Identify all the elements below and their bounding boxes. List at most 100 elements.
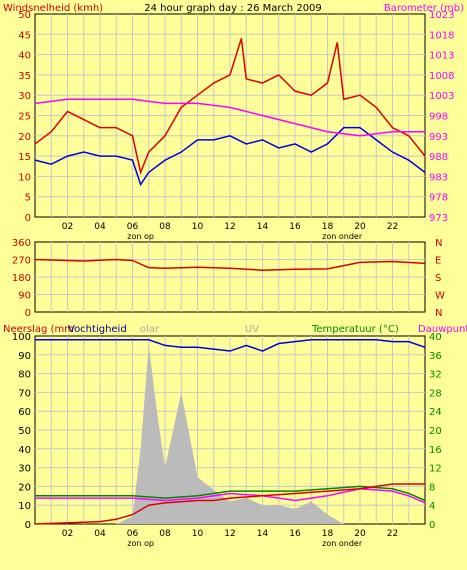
wind-y-tick-9: 45 (18, 30, 31, 41)
wind-y-tick-6: 30 (18, 91, 31, 102)
hum-xtick-4: 10 (192, 529, 204, 539)
wind-y-tick-3: 15 (18, 152, 31, 163)
dir-compass-tick-1: W (435, 291, 445, 302)
temp-y-tick-9: 36 (429, 351, 442, 362)
hum-y-tick-3: 30 (18, 464, 31, 475)
hum-xtick-1: 04 (94, 529, 106, 539)
hum-y-tick-5: 50 (18, 426, 31, 437)
dewpoint-axis-label: Dauwpunt (418, 324, 467, 335)
hum-xtick-5: 12 (224, 529, 235, 539)
wind-xtick-10: 22 (387, 222, 398, 232)
wind-xtick-5: 12 (224, 222, 235, 232)
temp-y-tick-6: 24 (429, 407, 442, 418)
sunset-label: zon onder (322, 232, 363, 241)
temp-y-tick-7: 28 (429, 388, 442, 399)
wind-xtick-6: 14 (257, 222, 269, 232)
hum-y-tick-0: 0 (25, 520, 31, 531)
temperature-axis-label: Temperatuur (°C) (311, 324, 399, 335)
baro-y-tick-4: 993 (429, 132, 448, 143)
dir-y-tick-4: 360 (12, 238, 31, 249)
hum-y-tick-2: 20 (18, 482, 31, 493)
wind-axis-label: Windsnelheid (kmh) (3, 3, 103, 14)
temp-y-tick-4: 16 (429, 445, 442, 456)
hum-xtick-8: 18 (322, 529, 334, 539)
humidity-axis-label: Vochtigheid (68, 324, 127, 335)
dir-compass-tick-0: N (435, 308, 442, 319)
hum-xtick-6: 14 (257, 529, 269, 539)
hum-y-tick-9: 90 (18, 351, 31, 362)
hum-xtick-9: 20 (354, 529, 366, 539)
hum-y-tick-7: 70 (18, 388, 31, 399)
temperature-line (35, 485, 426, 502)
rain-axis-label: Neerslag (mm (3, 324, 74, 335)
dir-y-tick-3: 270 (12, 256, 31, 267)
wind-xtick-1: 04 (94, 222, 106, 232)
wind-xtick-2: 06 (127, 222, 139, 232)
hum-y-tick-1: 10 (18, 501, 31, 512)
sunrise-label: zon op (127, 232, 154, 241)
wind-y-tick-8: 40 (18, 51, 31, 62)
temp-y-tick-0: 0 (429, 520, 435, 531)
baro-y-tick-5: 998 (429, 112, 448, 123)
wind-xtick-7: 16 (289, 222, 301, 232)
temp-y-tick-2: 8 (429, 482, 435, 493)
wind-xtick-8: 18 (322, 222, 334, 232)
barometer-line (34, 98, 425, 137)
dir-y-tick-1: 90 (18, 291, 31, 302)
wind-xtick-3: 08 (159, 222, 171, 232)
baro-y-tick-0: 973 (429, 213, 448, 224)
rain-line (34, 483, 425, 525)
barometer-axis-label: Barometer (mb) (384, 3, 464, 14)
wind-y-tick-5: 25 (18, 112, 31, 123)
baro-y-tick-9: 1018 (429, 30, 454, 41)
wind-y-tick-2: 10 (18, 172, 31, 183)
baro-y-tick-1: 978 (429, 193, 448, 204)
temp-y-tick-8: 32 (429, 370, 442, 381)
hum-y-tick-8: 80 (18, 370, 31, 381)
sunrise-label-bottom: zon op (127, 539, 154, 548)
dir-compass-tick-4: N (435, 238, 442, 249)
wind-xtick-4: 10 (192, 222, 204, 232)
dewpoint-line (35, 487, 426, 504)
dir-compass-tick-2: S (435, 273, 441, 284)
solar-area (116, 345, 344, 524)
hum-y-tick-6: 60 (18, 407, 31, 418)
wind-y-tick-0: 0 (25, 213, 31, 224)
hum-xtick-3: 08 (159, 529, 171, 539)
hum-xtick-10: 22 (387, 529, 398, 539)
temp-y-tick-10: 40 (429, 332, 442, 343)
temp-y-tick-1: 4 (429, 501, 435, 512)
sunset-label-bottom: zon onder (322, 539, 363, 548)
hum-xtick-2: 06 (127, 529, 139, 539)
baro-y-tick-6: 1003 (429, 91, 454, 102)
temp-y-tick-5: 20 (429, 426, 442, 437)
wind-average-line (34, 126, 426, 187)
baro-y-tick-10: 1023 (429, 10, 454, 21)
dir-y-tick-0: 0 (25, 308, 31, 319)
baro-y-tick-8: 1013 (429, 51, 454, 62)
wind-y-tick-4: 20 (18, 132, 31, 143)
baro-y-tick-7: 1008 (429, 71, 454, 82)
wind-y-tick-7: 35 (18, 71, 31, 82)
wind-xtick-0: 02 (62, 222, 73, 232)
wind-y-tick-1: 5 (25, 193, 31, 204)
hum-xtick-0: 02 (62, 529, 73, 539)
humidity-line (35, 339, 426, 352)
chart-title: 24 hour graph day : 26 March 2009 (144, 3, 322, 14)
temp-y-tick-3: 12 (429, 464, 442, 475)
dir-compass-tick-3: E (435, 256, 441, 267)
baro-y-tick-3: 988 (429, 152, 448, 163)
hum-y-tick-10: 100 (12, 332, 31, 343)
wind-direction-line (34, 258, 426, 271)
solar-axis-label: olar (140, 324, 160, 335)
uv-axis-label: UV (245, 324, 259, 335)
hum-y-tick-4: 40 (18, 445, 31, 456)
wind-gust-line (34, 38, 426, 175)
wind-xtick-9: 20 (354, 222, 366, 232)
dir-y-tick-2: 180 (12, 273, 31, 284)
wind-y-tick-10: 50 (18, 10, 31, 21)
hum-xtick-7: 16 (289, 529, 301, 539)
baro-y-tick-2: 983 (429, 172, 448, 183)
